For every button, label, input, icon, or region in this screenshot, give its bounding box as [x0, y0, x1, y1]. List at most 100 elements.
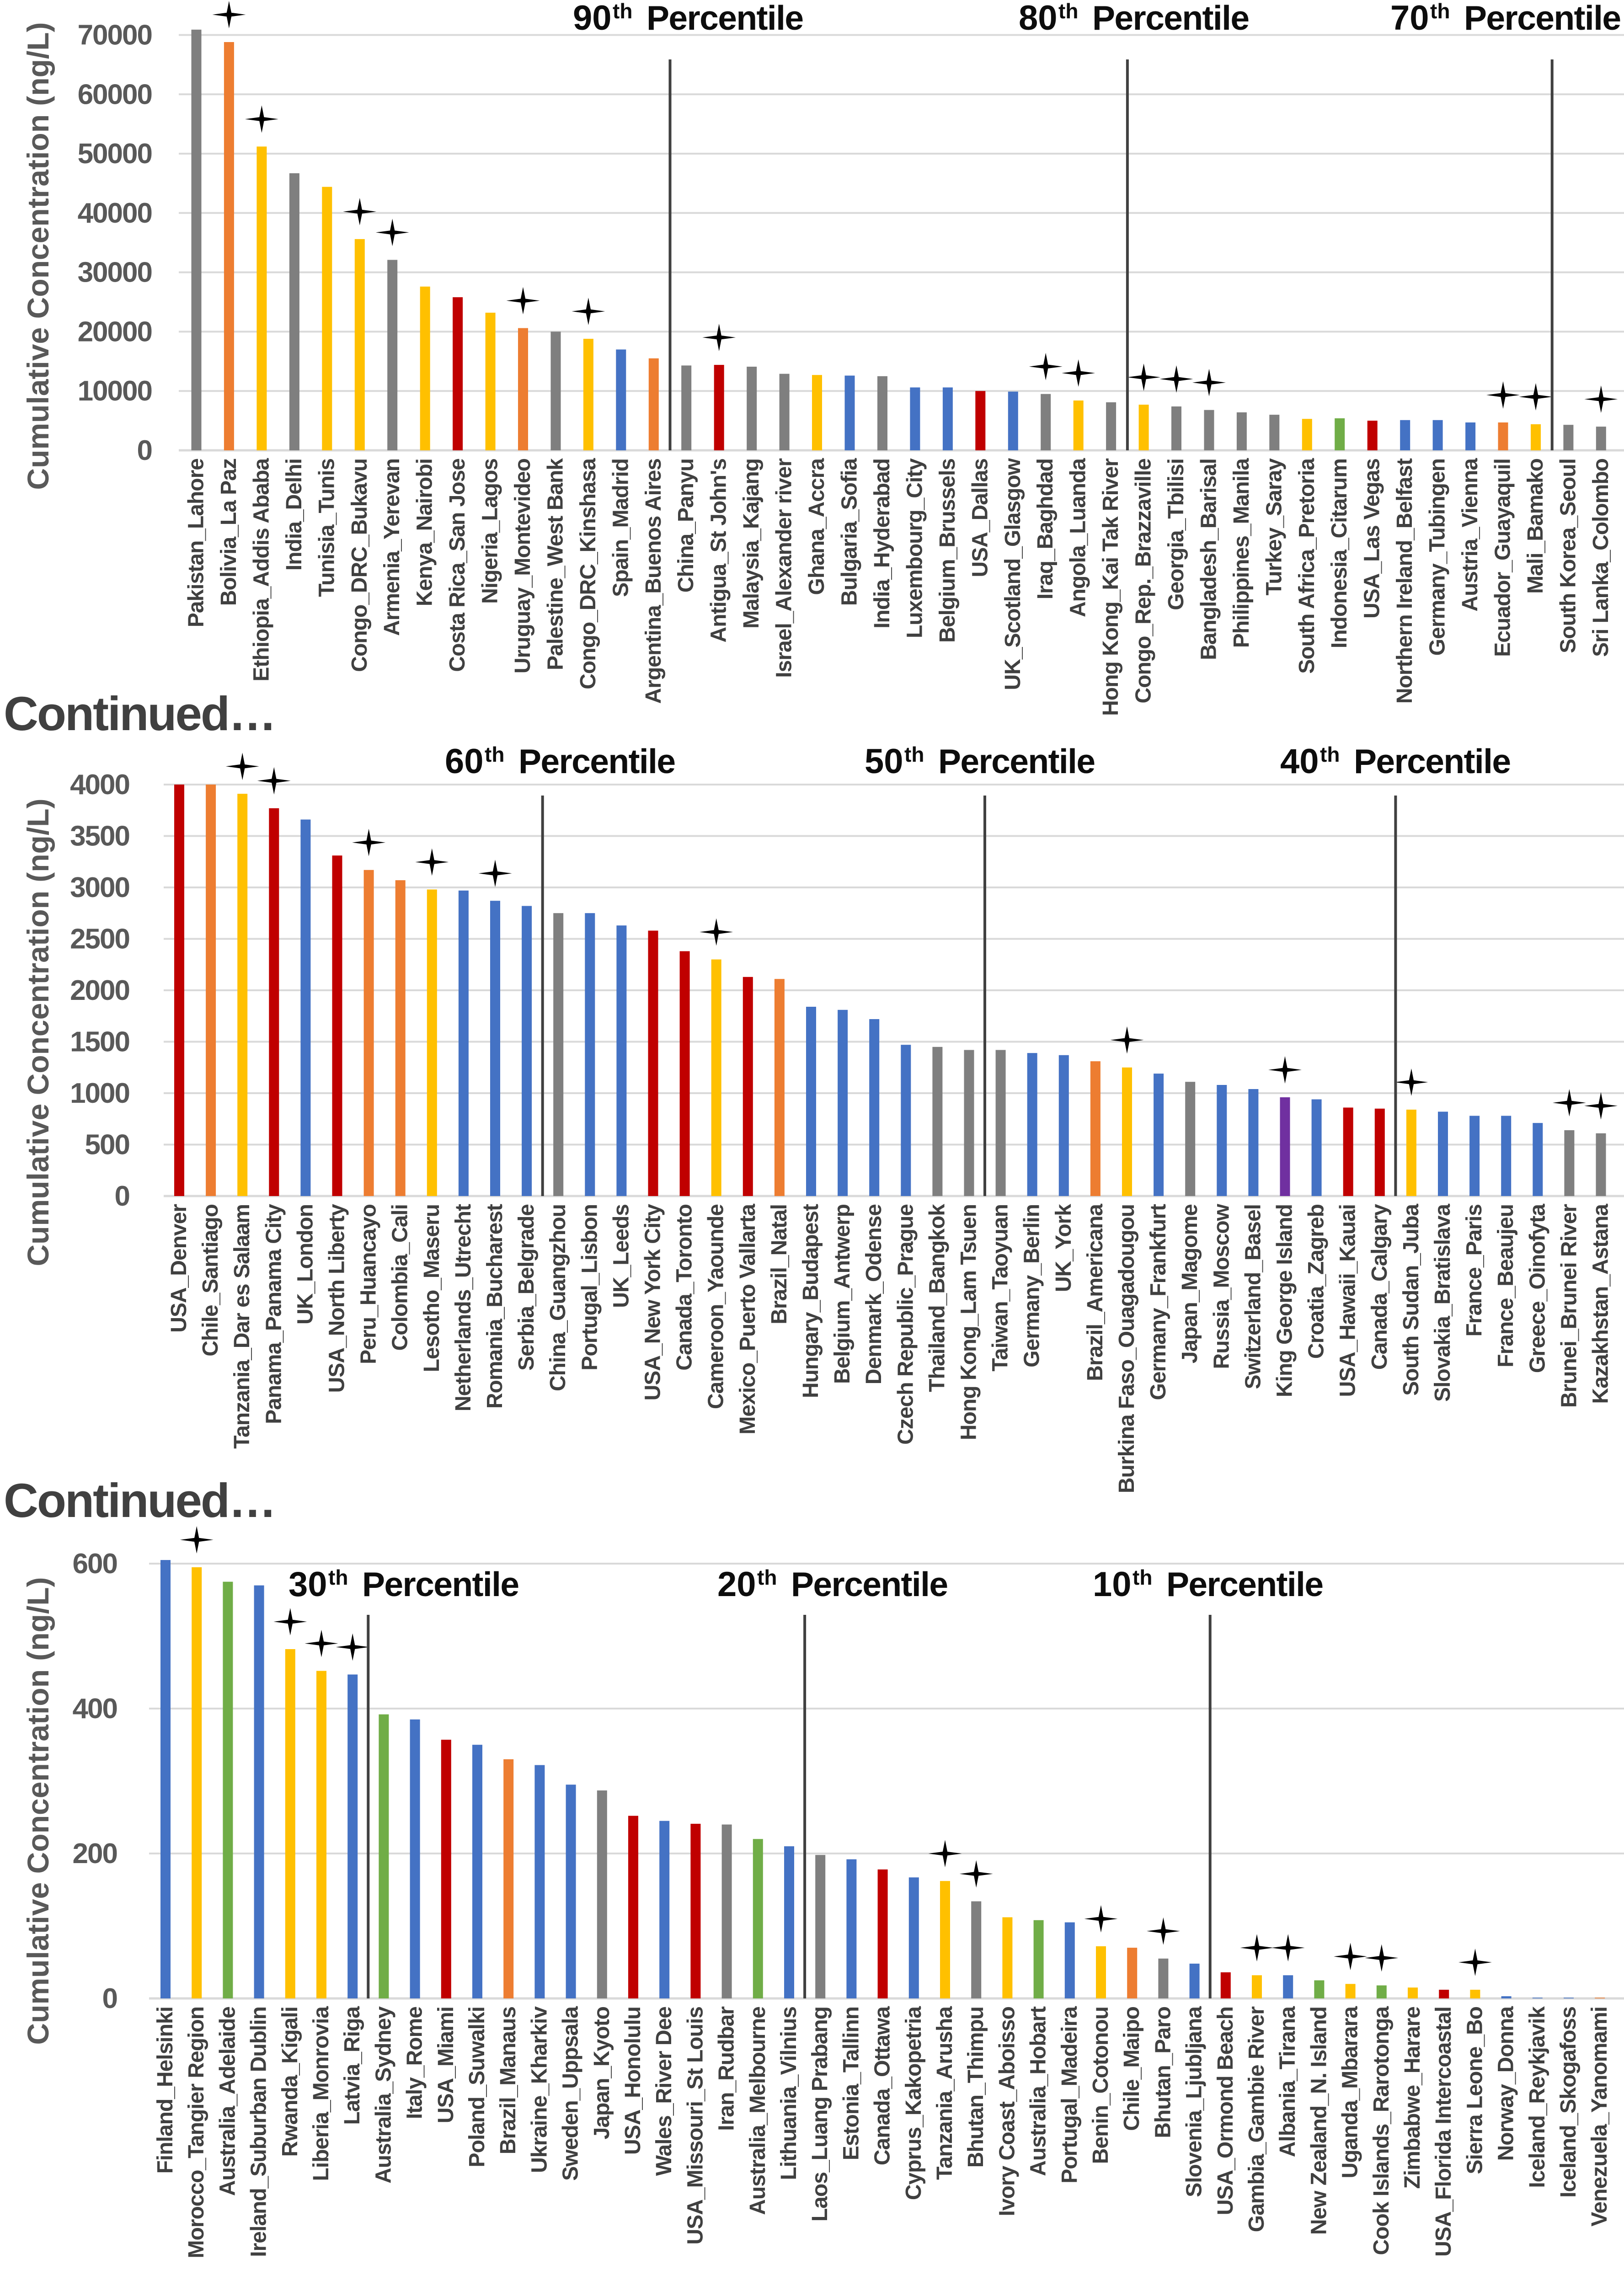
svg-text:Sierra Leone_Bo: Sierra Leone_Bo	[1463, 2007, 1487, 2174]
svg-text:Poland_Suwalki: Poland_Suwalki	[465, 2007, 489, 2167]
svg-text:Germany_Berlin: Germany_Berlin	[1020, 1204, 1044, 1367]
svg-text:500: 500	[85, 1129, 129, 1161]
svg-text:Italy_Rome: Italy_Rome	[403, 2007, 427, 2119]
svg-text:th: th	[1320, 742, 1340, 766]
svg-text:Ivory Coast_Aboisso: Ivory Coast_Aboisso	[995, 2007, 1019, 2216]
svg-text:th: th	[757, 1565, 777, 1589]
svg-text:50: 50	[865, 742, 903, 781]
svg-text:Czech Republic_Prague: Czech Republic_Prague	[893, 1204, 918, 1445]
svg-text:Iraq_Baghdad: Iraq_Baghdad	[1033, 459, 1058, 599]
svg-text:Tunisia_Tunis: Tunisia_Tunis	[315, 459, 339, 597]
svg-text:Cumulative Concentration (ng/L: Cumulative Concentration (ng/L)	[21, 799, 55, 1266]
svg-text:UK_Scotland_Glasgow: UK_Scotland_Glasgow	[1001, 458, 1025, 690]
svg-text:60000: 60000	[78, 79, 152, 110]
svg-text:France_Paris: France_Paris	[1462, 1204, 1486, 1337]
svg-text:Canada_Ottawa: Canada_Ottawa	[871, 2006, 895, 2165]
svg-text:UK_Leeds: UK_Leeds	[609, 1204, 633, 1308]
svg-text:th: th	[485, 742, 504, 766]
svg-text:Portugal_Madeira: Portugal_Madeira	[1058, 2006, 1082, 2184]
svg-text:South Africa_Pretoria: South Africa_Pretoria	[1295, 458, 1319, 674]
svg-text:Philippines_Manila: Philippines_Manila	[1229, 458, 1254, 648]
svg-text:20: 20	[717, 1565, 756, 1604]
svg-text:Wales_River Dee: Wales_River Dee	[652, 2007, 676, 2176]
svg-text:USA_Honolulu: USA_Honolulu	[621, 2007, 645, 2155]
svg-text:90: 90	[573, 0, 612, 37]
svg-text:2500: 2500	[70, 924, 129, 955]
svg-text:Australia_Melbourne: Australia_Melbourne	[746, 2007, 770, 2215]
svg-text:0: 0	[102, 1983, 117, 2014]
svg-text:Brazil_Americana: Brazil_Americana	[1083, 1204, 1107, 1381]
svg-text:Sri Lanka_Colombo: Sri Lanka_Colombo	[1589, 459, 1613, 657]
svg-text:Belgium_Brussels: Belgium_Brussels	[935, 459, 960, 643]
svg-text:USA_Las Vegas: USA_Las Vegas	[1360, 459, 1384, 619]
svg-text:Percentile: Percentile	[1354, 742, 1511, 780]
svg-text:USA_Missouri_St Louis: USA_Missouri_St Louis	[683, 2007, 707, 2244]
svg-text:Taiwan_Taoyuan: Taiwan_Taoyuan	[988, 1204, 1013, 1372]
svg-text:60: 60	[445, 742, 484, 781]
svg-text:New Zealand_N. Island: New Zealand_N. Island	[1307, 2007, 1331, 2235]
svg-text:South Korea_Seoul: South Korea_Seoul	[1556, 459, 1580, 653]
svg-text:1500: 1500	[70, 1026, 129, 1058]
svg-text:Georgia_Tbilisi: Georgia_Tbilisi	[1164, 459, 1188, 610]
svg-text:Percentile: Percentile	[791, 1565, 948, 1603]
svg-text:Congo_DRC_Bukavu: Congo_DRC_Bukavu	[347, 459, 372, 672]
svg-text:th: th	[1133, 1565, 1152, 1589]
svg-text:Rwanda_Kigali: Rwanda_Kigali	[278, 2007, 302, 2157]
svg-text:Pakistan_Lahore: Pakistan_Lahore	[184, 459, 208, 627]
svg-text:200: 200	[73, 1838, 117, 1869]
svg-text:USA_North Liberty: USA_North Liberty	[325, 1204, 349, 1393]
svg-text:South Sudan_Juba: South Sudan_Juba	[1399, 1204, 1423, 1396]
svg-text:Liberia_Monrovia: Liberia_Monrovia	[309, 2006, 333, 2181]
svg-text:10000: 10000	[78, 375, 152, 407]
svg-text:70: 70	[1390, 0, 1429, 37]
svg-text:USA_Hawaii_Kauai: USA_Hawaii_Kauai	[1336, 1204, 1360, 1397]
svg-text:USA_Denver: USA_Denver	[167, 1204, 191, 1333]
svg-text:Portugal_Lisbon: Portugal_Lisbon	[577, 1204, 602, 1371]
svg-text:th: th	[613, 0, 632, 23]
svg-text:Japan_Kyoto: Japan_Kyoto	[590, 2007, 614, 2139]
svg-text:2000: 2000	[70, 975, 129, 1006]
svg-text:Germany_Frankfurt: Germany_Frankfurt	[1146, 1204, 1170, 1400]
svg-text:70000: 70000	[78, 20, 152, 51]
svg-text:Percentile: Percentile	[1092, 0, 1249, 37]
svg-text:Greece_Oinofyta: Greece_Oinofyta	[1525, 1204, 1549, 1373]
svg-text:Palestine_West Bank: Palestine_West Bank	[544, 458, 568, 670]
svg-text:Continued…: Continued…	[4, 687, 275, 741]
svg-text:Belgium_Antwerp: Belgium_Antwerp	[830, 1204, 855, 1384]
svg-text:Angola_Luanda: Angola_Luanda	[1066, 458, 1090, 617]
svg-text:Congo_DRC_Kinshasa: Congo_DRC_Kinshasa	[576, 458, 600, 689]
svg-text:Slovenia_Ljubljana: Slovenia_Ljubljana	[1182, 2006, 1207, 2197]
svg-text:Netherlands_Utrecht: Netherlands_Utrecht	[451, 1204, 475, 1411]
svg-text:Zimbabwe_Harare: Zimbabwe_Harare	[1400, 2007, 1425, 2189]
svg-text:Gambia_Gambie River: Gambia_Gambie River	[1245, 2007, 1269, 2233]
svg-text:3500: 3500	[70, 821, 129, 852]
svg-text:Latvia_Riga: Latvia_Riga	[340, 2006, 364, 2125]
svg-text:UK_York: UK_York	[1052, 1204, 1076, 1292]
svg-text:Burkina Faso_Ouagadougou: Burkina Faso_Ouagadougou	[1115, 1204, 1139, 1493]
svg-text:Hungary_Budapest: Hungary_Budapest	[799, 1204, 823, 1398]
svg-text:India_Delhi: India_Delhi	[282, 459, 306, 571]
svg-text:Spain_Madrid: Spain_Madrid	[609, 459, 633, 597]
svg-text:USA_Ormond Beach: USA_Ormond Beach	[1213, 2007, 1238, 2215]
svg-text:Benin_Cotonou: Benin_Cotonou	[1089, 2007, 1113, 2164]
svg-text:Congo_Rep._Brazzaville: Congo_Rep._Brazzaville	[1132, 459, 1156, 704]
svg-text:0: 0	[137, 435, 152, 466]
svg-text:Indonesia_Citarum: Indonesia_Citarum	[1327, 459, 1352, 648]
svg-text:30: 30	[288, 1565, 327, 1604]
svg-text:4000: 4000	[70, 769, 129, 801]
svg-text:Romania_Bucharest: Romania_Bucharest	[483, 1204, 507, 1409]
svg-text:Venezuela_Yanomami: Venezuela_Yanomami	[1587, 2007, 1612, 2227]
svg-text:Norway_Donna: Norway_Donna	[1494, 2006, 1518, 2161]
svg-text:0: 0	[115, 1180, 129, 1212]
svg-text:Tanzania_Arusha: Tanzania_Arusha	[933, 2006, 957, 2180]
svg-text:600: 600	[73, 1548, 117, 1580]
svg-text:Bulgaria_Sofia: Bulgaria_Sofia	[838, 458, 862, 606]
svg-text:Argentina_Buenos Aires: Argentina_Buenos Aires	[641, 459, 666, 704]
svg-text:Austria_Vienna: Austria_Vienna	[1458, 458, 1482, 612]
svg-text:Slovakia_Bratislava: Slovakia_Bratislava	[1431, 1204, 1455, 1402]
svg-text:Ireland_Suburban Dublin: Ireland_Suburban Dublin	[247, 2007, 271, 2257]
svg-text:Croatia_Zagreb: Croatia_Zagreb	[1304, 1204, 1329, 1359]
svg-text:Morocco_Tangier Region: Morocco_Tangier Region	[184, 2007, 208, 2259]
svg-text:Bolivia_La Paz: Bolivia_La Paz	[217, 459, 241, 606]
svg-text:50000: 50000	[78, 138, 152, 170]
